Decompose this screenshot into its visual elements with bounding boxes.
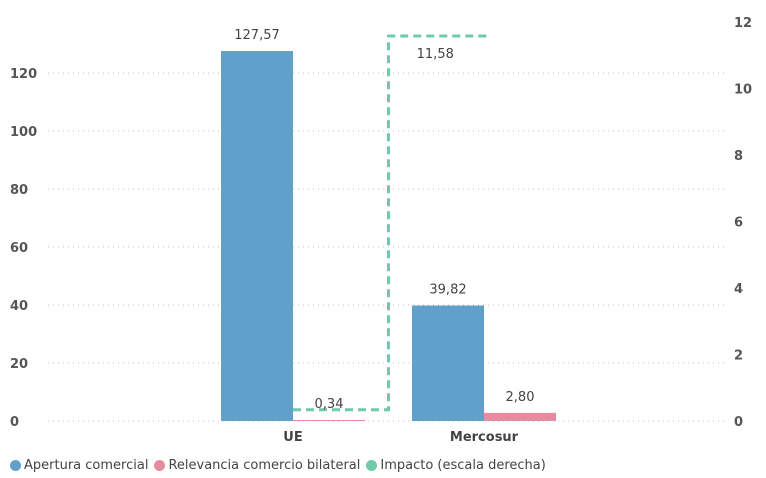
category-label: UE (283, 430, 302, 445)
gridlines (48, 72, 726, 422)
bar[interactable] (293, 420, 365, 421)
line-data-label: 11,58 (417, 47, 454, 62)
bar-data-label: 127,57 (234, 28, 280, 43)
legend-item-apertura[interactable]: Apertura comercial (10, 458, 148, 473)
bar-data-label: 0,34 (315, 397, 344, 412)
right-axis-tick-label: 8 (734, 149, 743, 164)
right-axis-tick-label: 6 (734, 216, 743, 231)
legend-label-apertura: Apertura comercial (24, 458, 149, 473)
left-axis-tick-label: 0 (10, 415, 19, 430)
left-axis-tick-label: 120 (10, 67, 37, 82)
bar[interactable] (484, 412, 556, 421)
left-axis-tick-label: 100 (10, 125, 37, 140)
right-axis-tick-label: 2 (734, 349, 743, 364)
legend-item-impacto[interactable]: Impacto (escala derecha) (366, 458, 546, 473)
legend-marker-relevancia (154, 460, 166, 471)
bars (221, 51, 556, 422)
legend-label-relevancia: Relevancia comercio bilateral (168, 458, 361, 473)
legend-marker-impacto (366, 460, 378, 471)
right-axis-tick-label: 4 (734, 282, 743, 297)
data-labels: 127,57 0,34 39,82 2,80 11,58 (234, 28, 534, 412)
left-axis-tick-label: 20 (10, 357, 28, 372)
left-axis-tick-label: 60 (10, 241, 28, 256)
left-axis-tick-label: 40 (10, 299, 28, 314)
bar[interactable] (412, 305, 484, 421)
right-axis-tick-label: 0 (734, 415, 743, 430)
bar[interactable] (221, 51, 293, 422)
right-axis: 0 2 4 6 8 10 12 (734, 16, 752, 430)
legend-item-relevancia[interactable]: Relevancia comercio bilateral (154, 458, 360, 473)
left-axis: 0 20 40 60 80 100 120 (10, 67, 37, 430)
category-label: Mercosur (450, 430, 519, 445)
legend-marker-apertura (10, 460, 21, 471)
bar-data-label: 2,80 (506, 390, 535, 405)
bar-data-label: 39,82 (429, 283, 466, 298)
legend-label-impacto: Impacto (escala derecha) (380, 458, 546, 473)
left-axis-tick-label: 80 (10, 183, 28, 198)
category-labels: UE Mercosur (283, 430, 518, 445)
right-axis-tick-label: 12 (734, 16, 752, 31)
legend: Apertura comercial Relevancia comercio b… (10, 458, 552, 473)
right-axis-tick-label: 10 (734, 83, 752, 98)
